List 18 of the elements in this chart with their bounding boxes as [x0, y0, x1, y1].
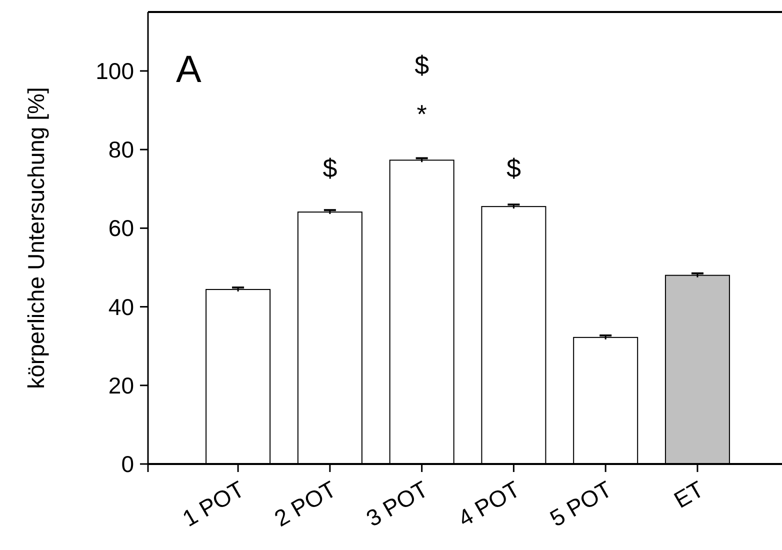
y-tick-label: 80	[108, 136, 134, 163]
x-tick-label: 2 POT	[270, 476, 340, 532]
y-tick-label: 100	[96, 58, 134, 84]
annotation: $	[506, 153, 522, 184]
y-tick-label: 60	[108, 215, 134, 242]
annotation: *	[416, 99, 427, 130]
annotation: $	[322, 153, 338, 184]
x-tick-label: 1 POT	[178, 476, 249, 532]
annotation: A	[176, 49, 202, 91]
x-tick-label: ET	[670, 476, 708, 514]
y-tick-label: 20	[108, 372, 134, 398]
x-tick-label: 4 POT	[454, 476, 524, 532]
y-tick-label: 0	[121, 451, 134, 478]
y-tick-label: 40	[108, 294, 134, 320]
x-tick-label: 5 POT	[546, 476, 616, 532]
y-axis-title: körperliche Untersuchung [%]	[23, 87, 49, 389]
x-tick-label: 3 POT	[362, 476, 432, 532]
annotation: $	[414, 50, 430, 80]
